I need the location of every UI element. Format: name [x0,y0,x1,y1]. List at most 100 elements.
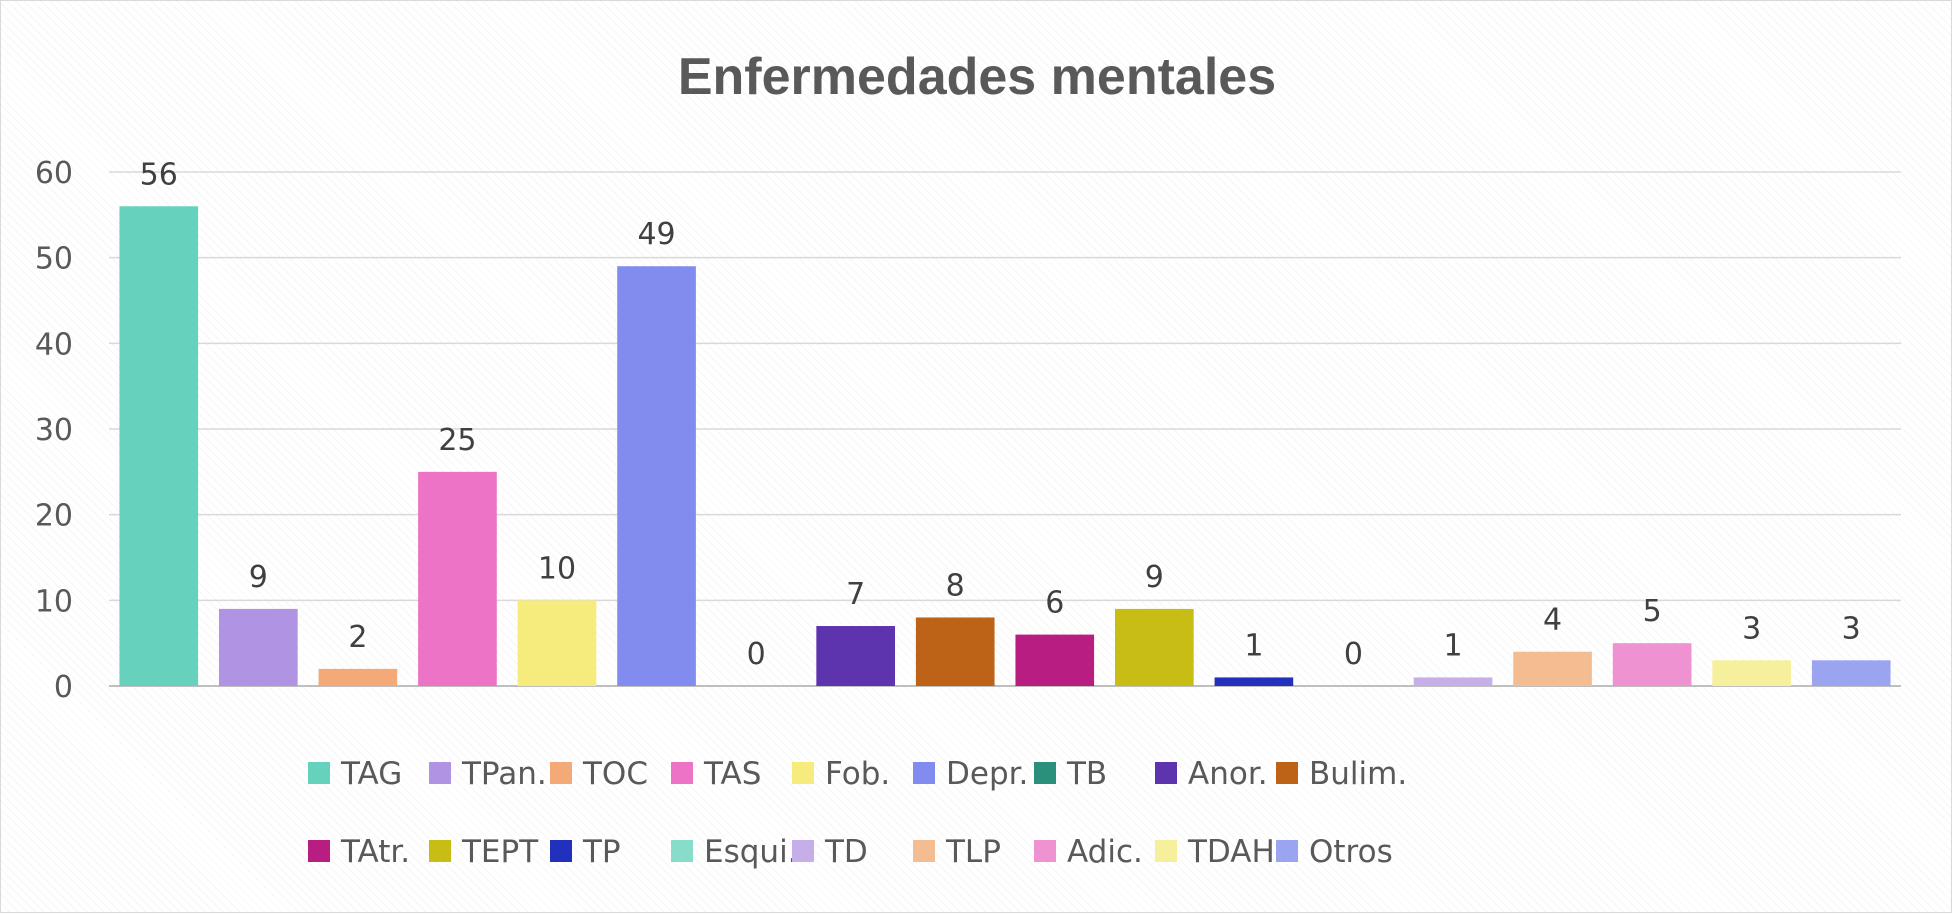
legend-item-tb: TB [1034,756,1107,792]
bar-toc [318,668,398,686]
legend-swatch [429,840,451,862]
data-label-toc: 2 [348,620,367,655]
data-label-depr: 49 [637,217,675,252]
legend-item-tdah: TDAH [1155,834,1275,870]
legend-item-toc: TOC [550,756,648,792]
legend-label: Fob. [825,756,890,792]
legend-item-td: TD [792,834,868,870]
legend-swatch [308,762,330,784]
legend-item-tas: TAS [671,756,761,792]
data-label-tdah: 3 [1742,611,1761,646]
legend-item-fob: Fob. [792,756,890,792]
bar-bulim [915,617,995,686]
legend-swatch [671,762,693,784]
legend-label: Depr. [946,756,1028,792]
gridlines [109,171,1901,687]
legend-item-esqui: Esqui. [671,834,798,870]
legend-swatch [913,840,935,862]
legend-label: Esqui. [704,834,798,870]
data-label-td: 1 [1443,628,1462,663]
legend-item-tatr: TAtr. [308,834,410,870]
data-label-tp: 1 [1244,628,1263,663]
legend-item-anor: Anor. [1155,756,1268,792]
y-tick-label: 30 [35,413,73,448]
legend-swatch [792,840,814,862]
legend-swatch [1155,762,1177,784]
bar-tag [119,206,199,686]
legend-item-adic: Adic. [1034,834,1143,870]
legend-label: TPan. [461,756,547,792]
y-tick-label: 20 [35,499,73,534]
legend: TAG TPan. TOC TAS Fob. Depr. TB Anor. Bulim. TAtr… [308,756,1407,870]
legend-label: TDAH [1187,834,1275,870]
legend-swatch [1276,762,1298,784]
legend-item-bulim: Bulim. [1276,756,1407,792]
legend-swatch [550,762,572,784]
bar-td [1413,677,1493,686]
y-tick-label: 10 [35,584,73,619]
data-label-tlp: 4 [1543,603,1562,638]
data-label-tpan: 9 [249,560,268,595]
legend-label: TAS [703,756,761,792]
y-axis-ticks: 0 10 20 30 40 50 60 [35,156,73,705]
data-label-anor: 7 [846,577,865,612]
bar-tlp [1513,651,1592,686]
bar-anor [816,626,895,686]
legend-swatch [1276,840,1298,862]
legend-swatch [1034,840,1056,862]
legend-swatch [308,840,330,862]
legend-label: TD [824,834,868,870]
bar-fob [517,600,597,686]
bar-depr [617,266,696,686]
bar-adic [1612,643,1692,686]
legend-label: TB [1066,756,1107,792]
legend-label: Adic. [1067,834,1143,870]
data-label-tept: 9 [1145,560,1164,595]
legend-item-tept: TEPT [429,834,539,870]
legend-swatch [550,840,572,862]
legend-swatch [913,762,935,784]
legend-label: Otros [1309,834,1393,870]
bar-tpan [219,608,298,686]
data-label-adic: 5 [1643,594,1662,629]
bar-tp [1214,677,1294,686]
bar-tdah [1712,660,1791,686]
legend-swatch [792,762,814,784]
bar-otros [1811,660,1891,686]
data-label-fob: 10 [538,551,576,586]
legend-swatch [429,762,451,784]
legend-label: Anor. [1188,756,1268,792]
legend-item-tp: TP [550,834,621,870]
legend-swatch [1155,840,1177,862]
y-tick-label: 50 [35,242,73,277]
legend-label: TOC [582,756,648,792]
data-label-esqui: 0 [1344,637,1363,672]
data-label-tb: 0 [747,637,766,672]
y-tick-label: 0 [54,670,73,705]
legend-label: TAG [340,756,402,792]
legend-item-tpan: TPan. [429,756,547,792]
chart-title: Enfermedades mentales [678,48,1276,106]
legend-label: TLP [945,834,1001,870]
data-label-otros: 3 [1842,611,1861,646]
legend-label: TP [582,834,621,870]
legend-item-tag: TAG [308,756,402,792]
legend-label: TAtr. [340,834,410,870]
data-label-tatr: 6 [1045,586,1064,621]
data-label-tas: 25 [438,423,476,458]
legend-item-tlp: TLP [913,834,1001,870]
legend-item-depr: Depr. [913,756,1028,792]
bar-tatr [1015,634,1095,686]
bar-tept [1115,608,1194,686]
y-tick-label: 60 [35,156,73,191]
legend-swatch [671,840,693,862]
bar-tas [418,471,497,686]
legend-label: TEPT [461,834,539,870]
legend-label: Bulim. [1309,756,1407,792]
y-tick-label: 40 [35,327,73,362]
legend-item-otros: Otros [1276,834,1393,870]
legend-swatch [1034,762,1056,784]
